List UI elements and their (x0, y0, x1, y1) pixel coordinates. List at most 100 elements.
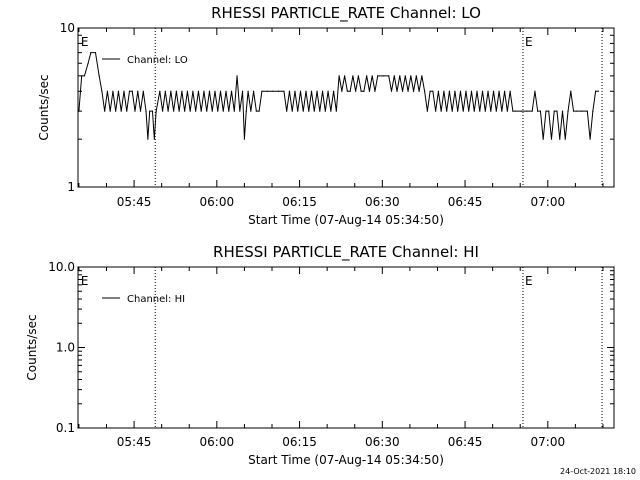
x-tick-label: 06:30 (365, 195, 400, 209)
data-point (399, 75, 401, 77)
data-point (459, 90, 462, 92)
data-point (487, 90, 489, 92)
data-point (352, 75, 354, 77)
data-point (526, 110, 528, 112)
data-point (137, 90, 139, 92)
data-point (490, 110, 492, 112)
data-point (330, 110, 332, 112)
data-point (545, 110, 547, 112)
data-point (559, 138, 561, 140)
data-point (178, 110, 180, 112)
data-point (308, 110, 310, 112)
data-point (479, 110, 481, 112)
data-point (454, 90, 456, 92)
data-point (368, 90, 371, 92)
data-point (299, 90, 302, 92)
data-point (324, 110, 326, 112)
data-point (78, 110, 80, 112)
data-point (346, 90, 348, 92)
data-point (390, 90, 393, 92)
data-point (344, 75, 346, 77)
data-point (112, 90, 114, 92)
data-point (243, 138, 246, 140)
data-point (581, 110, 583, 112)
data-point (134, 110, 136, 112)
data-point (520, 110, 522, 112)
data-point (131, 90, 133, 92)
data-point (539, 110, 542, 112)
footer-timestamp: 24-Oct-2021 18:10 (560, 467, 636, 476)
data-point (117, 90, 120, 92)
data-point (87, 62, 89, 64)
data-point (189, 110, 191, 112)
data-point (503, 90, 506, 92)
event-marker: E (525, 274, 533, 288)
data-point (217, 110, 219, 112)
data-point (120, 110, 122, 112)
data-point (501, 110, 503, 112)
data-point (159, 90, 161, 92)
data-point (241, 90, 244, 92)
data-point (465, 90, 467, 92)
legend-label: Channel: LO (127, 55, 188, 66)
y-tick-label: 1.0 (56, 341, 75, 355)
data-point (332, 90, 335, 92)
data-point (195, 110, 197, 112)
data-point (151, 110, 154, 112)
data-point (126, 110, 128, 112)
data-point (115, 110, 117, 112)
x-tick-label: 06:00 (200, 435, 235, 449)
data-point (446, 110, 448, 112)
data-point (101, 90, 103, 92)
data-point (564, 138, 566, 140)
data-point (266, 90, 268, 92)
data-point (388, 75, 390, 77)
data-point (291, 110, 293, 112)
data-point (349, 90, 351, 92)
data-point (161, 110, 164, 112)
data-point (437, 90, 439, 92)
data-point (592, 110, 594, 112)
data-point (366, 75, 368, 77)
data-point (553, 110, 555, 112)
data-point (515, 110, 517, 112)
data-point (167, 110, 169, 112)
data-point (255, 110, 257, 112)
data-point (481, 90, 484, 92)
data-point (203, 90, 205, 92)
data-point (542, 138, 544, 140)
data-point (448, 90, 451, 92)
data-point (316, 90, 318, 92)
data-point (335, 110, 337, 112)
data-point (432, 90, 434, 92)
data-point (261, 90, 263, 92)
data-point (288, 90, 291, 92)
series-1 (78, 52, 599, 140)
data-point (382, 75, 384, 77)
y-tick-label: 0.1 (56, 421, 75, 435)
data-point (128, 90, 131, 92)
x-tick-label: 05:45 (117, 195, 152, 209)
data-point (230, 90, 233, 92)
data-point (548, 110, 550, 112)
data-point (498, 90, 500, 92)
data-point (139, 110, 142, 112)
data-point (247, 90, 249, 92)
data-point (222, 110, 224, 112)
data-point (355, 90, 357, 92)
data-point (470, 90, 473, 92)
y-axis-label: Counts/sec (25, 314, 39, 380)
data-point (440, 110, 442, 112)
data-point (570, 90, 572, 92)
data-point (305, 90, 307, 92)
data-point (401, 90, 404, 92)
data-point (310, 90, 313, 92)
data-point (253, 90, 255, 92)
data-point (283, 90, 285, 92)
x-tick-label: 06:45 (448, 435, 483, 449)
data-point (377, 75, 379, 77)
data-point (495, 110, 497, 112)
data-point (197, 90, 200, 92)
data-point (142, 90, 144, 92)
